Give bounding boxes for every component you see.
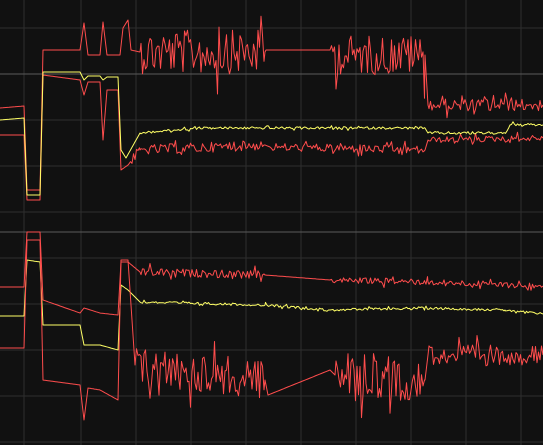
series-line-upper-2 — [0, 71, 543, 196]
series-line-lower-1 — [0, 259, 543, 351]
series-line-upper-0 — [0, 15, 543, 191]
series-line-upper-1 — [0, 74, 543, 201]
series-layer — [0, 15, 543, 421]
series-line-lower-2 — [0, 239, 543, 421]
series-line-lower-0 — [0, 231, 543, 316]
